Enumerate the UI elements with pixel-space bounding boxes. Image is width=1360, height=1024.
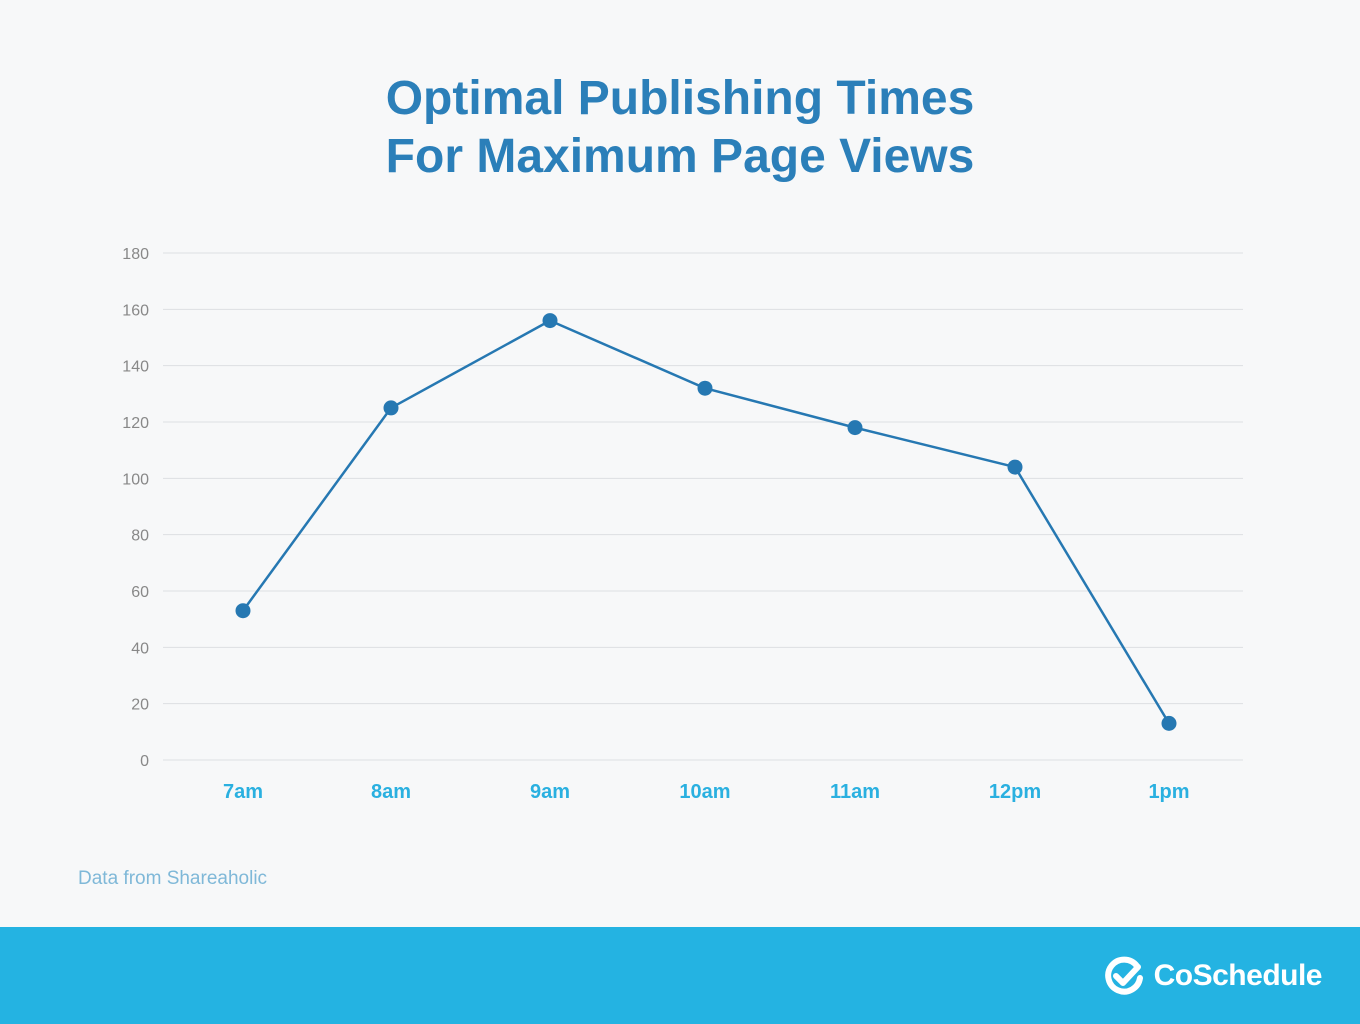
x-tick-label: 11am <box>830 781 880 803</box>
data-point[interactable] <box>1161 715 1177 731</box>
x-axis-tick-labels: 7am 8am 9am 10am 11am 12pm 1pm <box>223 781 1190 803</box>
x-tick-label: 8am <box>371 781 411 803</box>
y-tick-label: 180 <box>122 246 149 263</box>
series-layer <box>235 313 1177 731</box>
grid-lines <box>163 252 1243 761</box>
x-tick-label: 1pm <box>1148 781 1189 803</box>
y-tick-label: 160 <box>122 302 149 319</box>
chart-title: Optimal Publishing Times For Maximum Pag… <box>0 70 1360 186</box>
data-point[interactable] <box>383 400 399 416</box>
footer-bar: CoSchedule <box>0 927 1360 1024</box>
data-point[interactable] <box>847 420 863 436</box>
x-tick-label: 12pm <box>989 781 1041 803</box>
y-tick-label: 100 <box>122 471 149 488</box>
line-chart: 0 20 40 60 80 100 120 140 160 180 7am 8am 9am 10am 11… <box>122 246 1243 803</box>
source-note: Data from Shareaholic <box>78 868 268 889</box>
y-tick-label: 60 <box>131 584 149 601</box>
chart-title-line-1: Optimal Publishing Times <box>385 72 975 125</box>
chart-title-line-2: For Maximum Page Views <box>385 130 975 183</box>
data-point[interactable] <box>1007 459 1023 475</box>
y-axis-tick-labels: 0 20 40 60 80 100 120 140 160 180 <box>122 246 149 770</box>
y-tick-label: 120 <box>122 415 149 432</box>
x-tick-label: 7am <box>223 781 263 803</box>
brand-logo[interactable]: CoSchedule <box>1104 954 1323 998</box>
data-point[interactable] <box>235 603 251 619</box>
y-tick-label: 80 <box>131 528 149 545</box>
data-point[interactable] <box>542 313 558 329</box>
y-tick-label: 140 <box>122 359 149 376</box>
data-point[interactable] <box>697 380 713 396</box>
brand-name: CoSchedule <box>1153 959 1323 992</box>
check-circle-icon <box>1104 956 1143 995</box>
y-tick-label: 0 <box>140 753 149 770</box>
x-tick-label: 9am <box>530 781 570 803</box>
y-tick-label: 40 <box>131 640 149 657</box>
y-tick-label: 20 <box>131 697 149 714</box>
x-tick-label: 10am <box>679 781 730 803</box>
